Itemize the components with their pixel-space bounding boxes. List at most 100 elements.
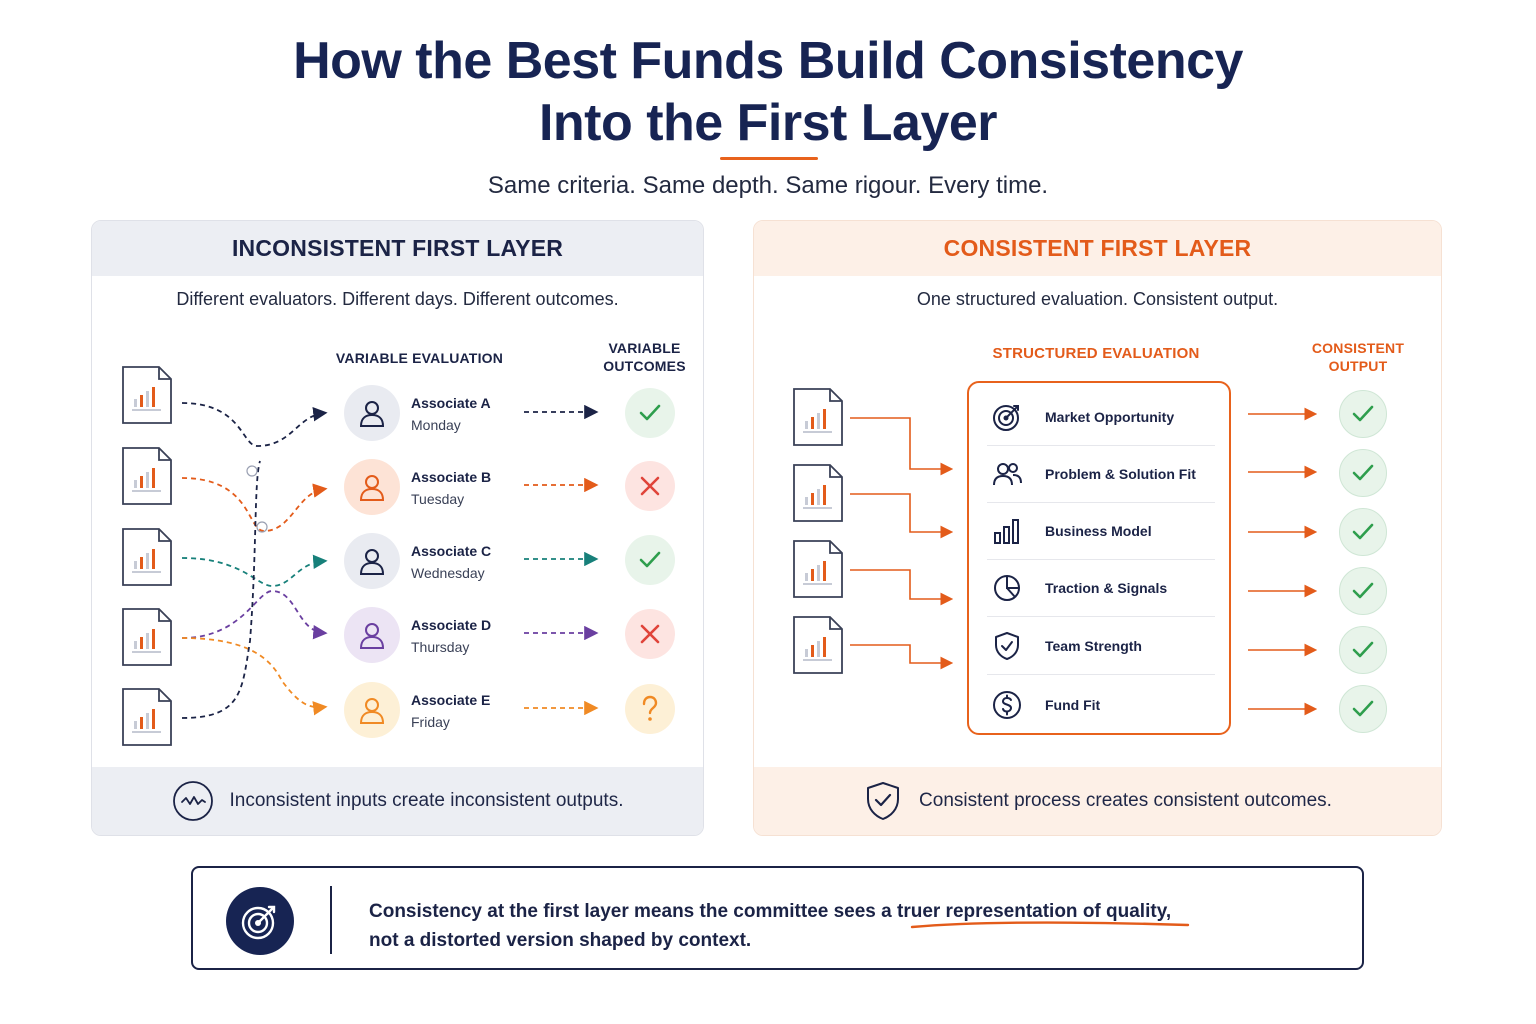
check-icon [1352, 464, 1374, 481]
document-icon [793, 388, 843, 446]
consistent-output-line-2: OUTPUT [1328, 358, 1388, 374]
associate-b-day: Tuesday [411, 491, 465, 507]
output-check [1339, 449, 1387, 497]
check-icon [1352, 700, 1374, 717]
output-check [1339, 626, 1387, 674]
outcome-cross [625, 461, 675, 511]
output-check [1339, 567, 1387, 615]
output-check [1339, 508, 1387, 556]
associate-b-avatar [344, 459, 400, 515]
inconsistent-panel-heading: INCONSISTENT FIRST LAYER [92, 221, 703, 276]
connector-doc1 [181, 402, 328, 447]
document-icon [793, 540, 843, 598]
document-icon [793, 464, 843, 522]
person-icon [359, 475, 385, 501]
inconsistent-footer-text: Inconsistent inputs create inconsistent … [229, 790, 624, 811]
criterion-label: Fund Fit [1045, 696, 1101, 713]
consistent-panel-heading: CONSISTENT FIRST LAYER [754, 221, 1441, 276]
bar-chart-icon [987, 511, 1027, 551]
cross-icon [640, 624, 660, 644]
wave-icon [172, 781, 213, 821]
structured-evaluation-heading: STRUCTURED EVALUATION [992, 345, 1200, 362]
output-check [1339, 685, 1387, 733]
consistent-panel: CONSISTENT FIRST LAYER One structured ev… [753, 220, 1442, 836]
connector-doc2 [181, 477, 328, 532]
output-check [1339, 390, 1387, 438]
criterion-label: Team Strength [1045, 638, 1142, 654]
consistent-panel-subheading: One structured evaluation. Consistent ou… [916, 289, 1279, 309]
associate-c-avatar [344, 533, 400, 589]
people-icon [987, 454, 1027, 494]
check-icon [1352, 582, 1374, 599]
criterion-fund-fit: Fund Fit [987, 676, 1215, 733]
key-takeaway-callout: Consistency at the first layer means the… [191, 866, 1364, 970]
person-icon [359, 401, 385, 427]
document-icon [122, 608, 172, 666]
title-line-1: How the Best Funds Build Consistency [293, 32, 1243, 90]
shield-check-icon [987, 626, 1027, 666]
subtitle: Same criteria. Same depth. Same rigour. … [487, 172, 1049, 199]
associate-a-avatar [344, 385, 400, 441]
question-icon [642, 695, 658, 721]
callout-text: Consistency at the first layer means the… [369, 897, 1171, 955]
associate-c-day: Wednesday [411, 565, 485, 581]
connector-doc4 [181, 590, 328, 640]
consistent-footer-text: Consistent process creates consistent ou… [919, 790, 1332, 811]
callout-line-1: Consistency at the first layer means the… [369, 901, 1172, 922]
person-icon [359, 623, 385, 649]
consistent-output-line-1: CONSISTENT [1311, 340, 1405, 356]
check-icon [1352, 641, 1374, 658]
associate-a-day: Monday [411, 417, 461, 433]
title-line-2: Into the First Layer [538, 94, 998, 152]
check-icon [639, 551, 661, 568]
pie-chart-icon [987, 568, 1027, 608]
associate-d-day: Thursday [411, 639, 470, 655]
structured-evaluation-box: Market Opportunity Problem & Solution Fi… [967, 381, 1231, 735]
target-icon [226, 887, 294, 955]
connector-doc3 [181, 554, 328, 587]
associate-b-name: Associate B [411, 469, 492, 485]
document-icon [122, 688, 172, 746]
outcome-check [625, 535, 675, 585]
inconsistent-panel: INCONSISTENT FIRST LAYER Different evalu… [91, 220, 704, 836]
variable-outcomes-heading: VARIABLE OUTCOMES [592, 339, 697, 375]
cross-icon [640, 476, 660, 496]
check-icon [1352, 405, 1374, 422]
criterion-label: Problem & Solution Fit [1045, 466, 1196, 482]
outcome-cross [625, 609, 675, 659]
connector-doc4b [181, 637, 328, 716]
variable-outcomes-line-1: VARIABLE [608, 340, 681, 356]
person-icon [359, 549, 385, 575]
callout-underline [910, 921, 1190, 929]
document-icon [793, 616, 843, 674]
criterion-label: Traction & Signals [1045, 580, 1168, 596]
callout-line-2: not a distorted version shaped by contex… [369, 930, 752, 951]
document-icon [122, 528, 172, 586]
consistent-output-heading: CONSISTENT OUTPUT [1301, 339, 1415, 375]
document-icon [122, 366, 172, 424]
criterion-business-model: Business Model [987, 503, 1215, 560]
callout-divider [330, 886, 332, 954]
page-title: How the Best Funds Build Consistency Int… [0, 30, 1536, 154]
outcome-question [625, 684, 675, 734]
check-icon [1352, 523, 1374, 540]
associate-e-name: Associate E [411, 692, 491, 708]
associate-d-avatar [344, 607, 400, 663]
criterion-label: Market Opportunity [1045, 409, 1175, 425]
associate-e-day: Friday [411, 714, 450, 730]
document-icon [122, 447, 172, 505]
inconsistent-panel-subheading: Different evaluators. Different days. Di… [176, 289, 619, 309]
variable-evaluation-heading: VARIABLE EVALUATION [335, 350, 504, 366]
connector-doc5 [181, 460, 261, 719]
associate-a-name: Associate A [411, 395, 491, 411]
outcome-check [625, 388, 675, 438]
criterion-traction-signals: Traction & Signals [987, 560, 1215, 617]
criterion-market-opportunity: Market Opportunity [987, 389, 1215, 446]
person-icon [359, 698, 385, 724]
inconsistent-panel-footer: Inconsistent inputs create inconsistent … [92, 767, 703, 835]
consistent-panel-footer: Consistent process creates consistent ou… [754, 767, 1441, 835]
check-icon [639, 404, 661, 421]
dollar-icon [987, 685, 1027, 725]
target-icon [987, 397, 1027, 437]
criterion-problem-solution-fit: Problem & Solution Fit [987, 446, 1215, 503]
